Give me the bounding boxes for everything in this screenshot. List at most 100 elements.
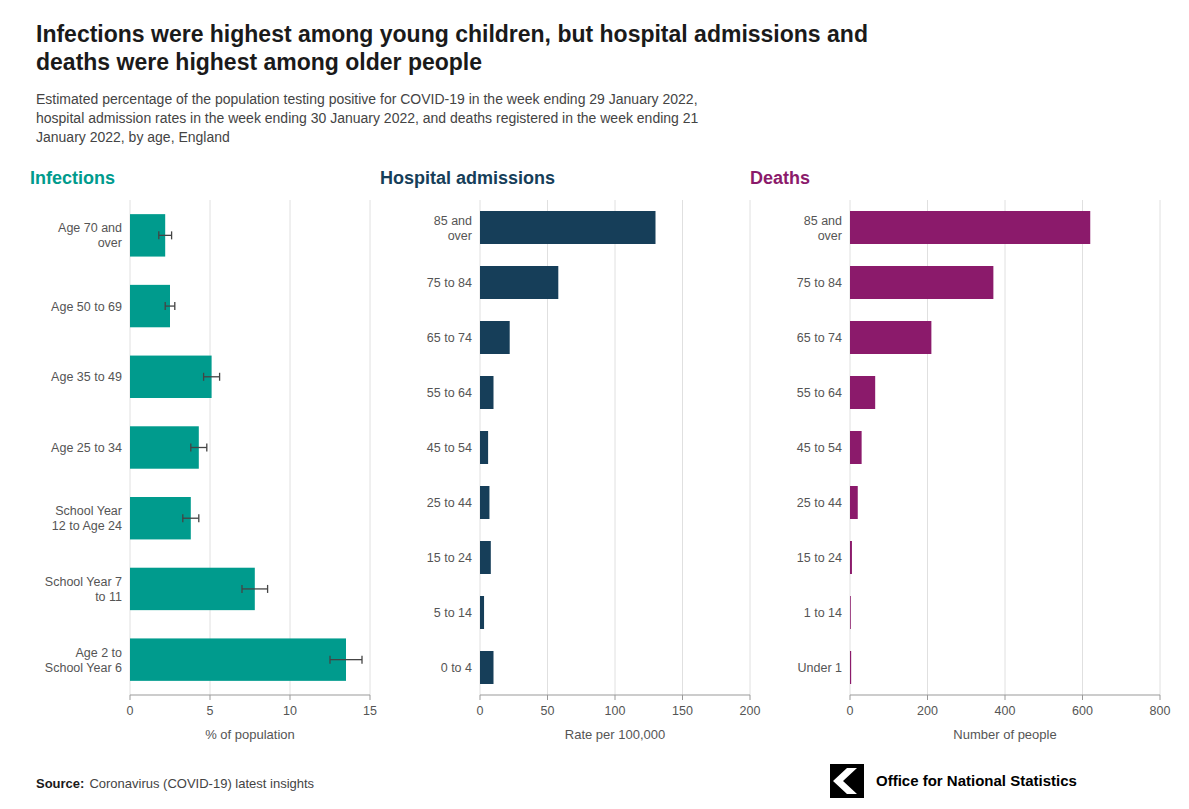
category-label: Age 2 toSchool Year 6 [45,646,122,675]
text-line: 45 to 54 [797,441,842,455]
tick-mark [547,695,548,700]
tick-mark [682,695,683,700]
bar [850,321,931,354]
text-line: Under 1 [798,661,843,675]
text-line: 75 to 84 [797,276,842,290]
tick-mark [1005,695,1006,700]
bar [130,285,170,327]
chart-title: Hospital admissions [380,168,555,188]
category-label: School Year 7to 11 [45,575,122,604]
chart: Deaths85 andover75 to 8465 to 7455 to 64… [750,168,1170,742]
tick-mark [290,695,291,700]
error-cap [182,514,183,522]
text-line: over [448,229,472,243]
error-bar [159,231,172,239]
tick-mark [370,695,371,700]
error-cap [206,444,207,452]
tick-label: 10 [283,704,297,718]
category-label: 45 to 54 [427,441,472,455]
tick-mark [927,695,928,700]
tick-label: 600 [1072,704,1093,718]
text-line: Estimated percentage of the population t… [36,91,698,107]
grid-line [615,200,616,695]
text-line: 5 to 14 [434,606,472,620]
grid-line [750,200,751,695]
x-axis-label: % of population [205,727,295,742]
error-cap [267,585,268,593]
error-cap [241,585,242,593]
error-bar [183,514,199,522]
category-label: 85 andover [804,214,842,243]
bar [480,431,488,464]
text-line: 0 to 4 [441,661,472,675]
tick-label: 200 [917,704,938,718]
text-line: 85 and [434,214,472,228]
grid-line [1160,200,1161,695]
tick-label: 400 [995,704,1016,718]
bar [850,431,862,464]
error-bar [204,373,220,381]
source-label: Source: [36,776,84,791]
error-line [159,235,172,236]
bar [850,266,993,299]
category-label: 65 to 74 [797,331,842,345]
text-line: 12 to Age 24 [52,519,122,533]
error-bar [191,444,207,452]
category-label: 75 to 84 [797,276,842,290]
grid-line [370,200,371,695]
bar [130,497,191,539]
logo-chevron [833,768,857,794]
tick-mark [615,695,616,700]
tick-label: 100 [605,704,626,718]
bar [850,211,1090,244]
text-line: 25 to 44 [427,496,472,510]
category-label: Age 35 to 49 [51,370,122,384]
text-line: Age 50 to 69 [51,300,122,314]
text-line: 25 to 44 [797,496,842,510]
bar [850,541,852,574]
text-line: 65 to 74 [797,331,842,345]
error-line [330,659,362,660]
category-label: 75 to 84 [427,276,472,290]
tick-mark [130,695,131,700]
text-line: 1 to 14 [804,606,842,620]
bar [130,638,346,680]
text-line: 15 to 24 [797,551,842,565]
grid-line [210,200,211,695]
logo-square [830,764,864,798]
category-label: 5 to 14 [434,606,472,620]
text-line: 55 to 64 [427,386,472,400]
error-line [242,588,268,589]
chart: InfectionsAge 70 andoverAge 50 to 69Age … [30,168,377,742]
tick-mark [750,695,751,700]
tick-mark [210,695,211,700]
text-line: hospital admission rates in the week end… [36,110,699,126]
tick-label: 5 [207,704,214,718]
bar [130,356,212,398]
grid-line [682,200,683,695]
category-label: 1 to 14 [804,606,842,620]
tick-mark [1160,695,1161,700]
tick-label: 0 [127,704,134,718]
background [0,0,1189,809]
text-line: January 2022, by age, England [36,129,230,145]
category-label: Under 1 [798,661,843,675]
text-line: School Year [55,504,122,518]
bar [850,376,875,409]
tick-label: 800 [1150,704,1171,718]
bar [480,651,494,684]
marks [130,214,362,681]
error-cap [361,656,362,664]
text-line: to 11 [95,590,122,604]
bar [480,596,484,629]
category-label: 25 to 44 [797,496,842,510]
figure: Infections were highest among young chil… [0,0,1189,809]
category-label: School Year12 to Age 24 [52,504,122,533]
error-bar [242,585,268,593]
tick-label: 50 [541,704,555,718]
tick-mark [1082,695,1083,700]
text-line: over [818,229,842,243]
logo: Office for National Statistics [830,764,1077,798]
category-label: 65 to 74 [427,331,472,345]
error-cap [198,514,199,522]
